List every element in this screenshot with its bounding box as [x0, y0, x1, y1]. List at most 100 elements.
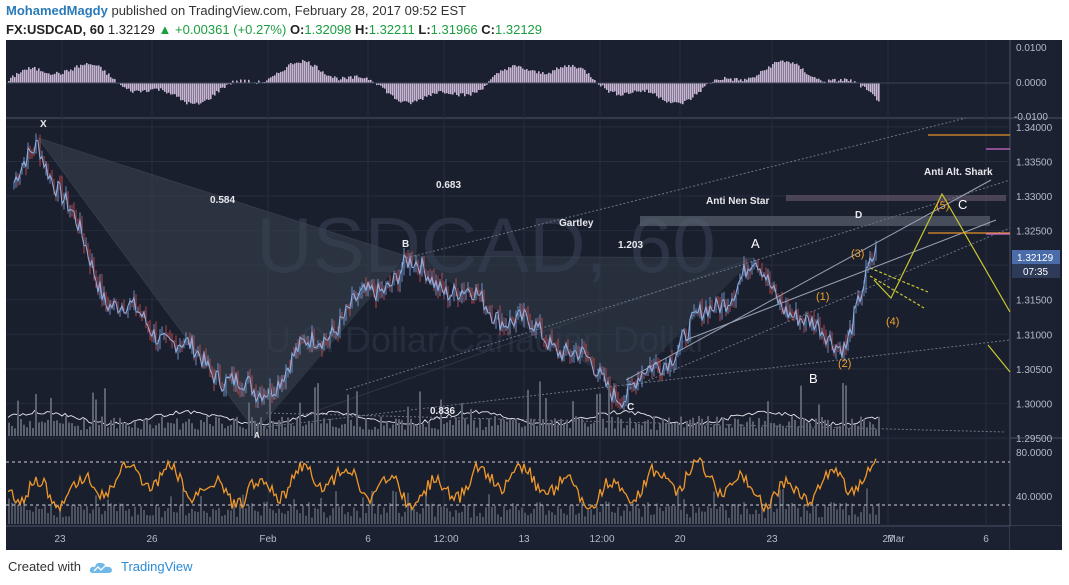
volume-bar [662, 418, 664, 436]
volume-bar [806, 422, 808, 436]
rsi-volume-bar [80, 505, 82, 524]
rsi-volume-bar [851, 503, 853, 524]
osc-bar [426, 83, 428, 97]
rsi-volume-bar [536, 502, 538, 524]
author-link[interactable]: MohamedMagdy [6, 3, 108, 18]
osc-bar [496, 73, 498, 83]
rsi-volume-bar [431, 503, 433, 524]
osc-bar [102, 70, 104, 83]
osc-bar [272, 76, 274, 83]
volume-bar [611, 416, 613, 436]
osc-bar [656, 83, 658, 97]
osc-bar [618, 83, 620, 95]
osc-bar [594, 80, 596, 83]
osc-bar [132, 83, 134, 93]
osc-bar [148, 83, 150, 92]
anti-nen-star-label: Anti Nen Star [706, 196, 769, 207]
volume-bar [800, 385, 802, 436]
rsi-volume-bar [644, 505, 646, 524]
rsi-volume-bar [278, 508, 280, 524]
rsi-volume-bar [257, 511, 259, 524]
osc-bar [288, 64, 290, 83]
volume-bar [68, 422, 70, 436]
rsi-volume-bar [59, 508, 61, 524]
rsi-volume-bar [212, 508, 214, 524]
osc-bar [308, 61, 310, 83]
osc-bar [46, 73, 48, 83]
volume-bar [29, 420, 31, 436]
osc-bar [654, 83, 656, 94]
volume-bar [257, 422, 259, 436]
volume-bar [557, 424, 559, 436]
osc-tick-2: -0.0100 [1014, 112, 1048, 123]
current-price-text: 1.32129 [1017, 253, 1054, 264]
rsi-volume-bar [809, 513, 811, 524]
osc-bar [854, 81, 856, 83]
rsi-volume-bar [761, 503, 763, 524]
rsi-volume-bar [248, 505, 250, 524]
osc-bar [258, 80, 260, 83]
chart-canvas[interactable]: USDCAD, 60 U.S. Dollar/Canadian Dollar [6, 40, 1062, 550]
osc-bar [824, 81, 826, 83]
osc-bar [112, 78, 114, 83]
volume-bar [824, 419, 826, 436]
osc-bar [306, 62, 308, 83]
price-axis[interactable]: 1.34000 1.33500 1.33000 1.32500 1.31500 1.310… [1016, 123, 1053, 445]
osc-bar [776, 62, 778, 83]
rsi-volume-bar [74, 504, 76, 524]
wave-3-label: (3) [851, 248, 864, 260]
osc-bar [406, 83, 408, 102]
rsi-volume-bar [524, 512, 526, 524]
rsi-volume-bar [200, 496, 202, 524]
rsi-volume-bar [71, 505, 73, 524]
rsi-volume-bar [308, 502, 310, 524]
rsi-volume-bar [86, 506, 88, 524]
osc-bar [394, 83, 396, 100]
osc-bar [652, 83, 654, 94]
volume-bar [524, 426, 526, 436]
volume-bar [812, 428, 814, 436]
volume-bar [737, 419, 739, 436]
rsi-volume-bar [839, 503, 841, 524]
osc-bar [790, 63, 792, 83]
volume-bar [440, 399, 442, 436]
osc-bar [384, 83, 386, 89]
volume-bar [833, 428, 835, 436]
rsi-volume-bar [560, 508, 562, 524]
osc-bar [404, 83, 406, 102]
osc-bar [240, 79, 242, 83]
rsi-volume-bar [749, 514, 751, 524]
osc-bar [472, 83, 474, 93]
volume-bar [260, 417, 262, 436]
osc-bar [600, 83, 602, 87]
price-tick: 1.30500 [1016, 365, 1053, 376]
osc-bar [796, 63, 798, 83]
osc-bar [108, 73, 110, 83]
rsi-volume-bar [110, 503, 112, 524]
volume-bar [734, 418, 736, 436]
point-d-label: D [855, 210, 862, 221]
osc-bar [706, 83, 708, 85]
rsi-volume-bar [824, 505, 826, 524]
rsi-volume-bar [542, 505, 544, 524]
osc-bar [200, 83, 202, 104]
rsi-volume-bar [743, 502, 745, 524]
rsi-volume-bar [371, 490, 373, 524]
volume-bar [86, 429, 88, 436]
osc-bar [34, 66, 36, 83]
volume-bar [206, 416, 208, 436]
volume-bar [407, 406, 409, 436]
volume-bar [707, 416, 709, 436]
volume-bar [230, 424, 232, 436]
volume-bar [287, 417, 289, 436]
volume-bar [281, 416, 283, 436]
osc-bar [802, 68, 804, 83]
osc-bar [764, 70, 766, 83]
volume-bar [194, 428, 196, 436]
osc-bar [92, 64, 94, 83]
tradingview-link[interactable]: TradingView [120, 559, 193, 574]
osc-bar [668, 83, 670, 102]
volume-bar [797, 426, 799, 436]
volume-bar [761, 426, 763, 436]
